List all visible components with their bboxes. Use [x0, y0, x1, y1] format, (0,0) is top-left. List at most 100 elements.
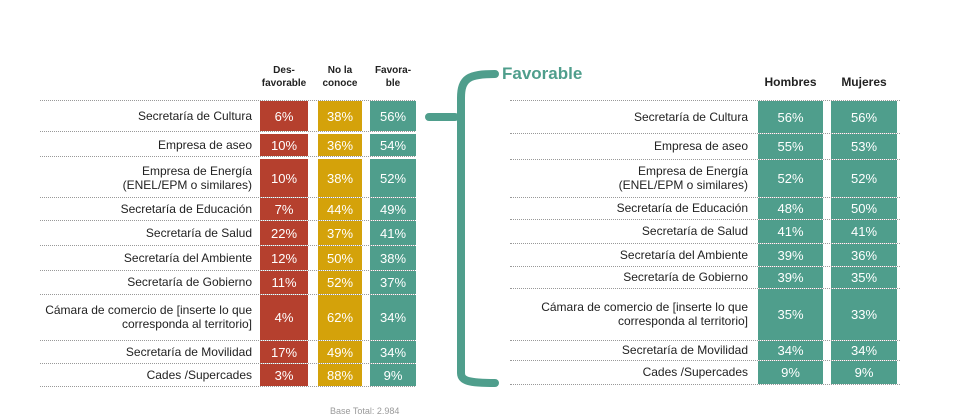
- left-value-cell: 36%: [318, 134, 362, 156]
- left-row-label: Secretaría de Salud: [145, 225, 252, 240]
- right-row-rule: [510, 288, 900, 289]
- right-row-label: Secretaría de Salud: [641, 224, 748, 238]
- left-value-cell: 37%: [370, 271, 416, 294]
- left-value-cell: 34%: [370, 341, 416, 363]
- left-value-cell: 7%: [260, 198, 308, 220]
- left-value-cell: 17%: [260, 341, 308, 363]
- left-value-cell: 52%: [370, 159, 416, 197]
- right-row-rule: [510, 384, 900, 385]
- right-value-cell: 56%: [831, 101, 897, 133]
- left-value-cell: 62%: [318, 295, 362, 340]
- left-row-rule: [40, 220, 415, 221]
- right-value-cell: 56%: [758, 101, 823, 133]
- left-row-label: Secretaría de Movilidad: [125, 344, 252, 359]
- left-value-cell: 38%: [370, 246, 416, 270]
- left-row-rule: [40, 197, 415, 198]
- right-row-label: Secretaría de Movilidad: [621, 343, 748, 357]
- left-value-cell: 41%: [370, 221, 416, 245]
- left-row-rule: [40, 340, 415, 341]
- right-col-header-1: Mujeres: [841, 75, 887, 89]
- right-value-cell: 9%: [758, 361, 823, 384]
- right-row-rule: [510, 266, 900, 267]
- right-value-cell: 50%: [831, 198, 897, 219]
- left-row-label: Empresa de Energía (ENEL/EPM o similares…: [122, 163, 252, 192]
- left-value-cell: 49%: [370, 198, 416, 220]
- left-value-cell: 9%: [370, 364, 416, 386]
- left-row-rule: [40, 131, 415, 132]
- left-value-cell: 22%: [260, 221, 308, 245]
- right-value-cell: 41%: [758, 220, 823, 243]
- right-value-cell: 52%: [758, 160, 823, 197]
- right-value-cell: 53%: [831, 134, 897, 159]
- left-row-rule: [40, 245, 415, 246]
- right-row-rule: [510, 133, 900, 134]
- left-row-rule: [40, 294, 415, 295]
- right-value-cell: 39%: [758, 267, 823, 288]
- right-row-label: Secretaría de Cultura: [633, 109, 748, 124]
- left-value-cell: 52%: [318, 271, 362, 294]
- footnote: Base Total: 2.984: [330, 406, 400, 416]
- left-row-rule: [40, 156, 415, 157]
- right-row-rule: [510, 360, 900, 361]
- right-value-cell: 9%: [831, 361, 897, 384]
- left-value-cell: 49%: [318, 341, 362, 363]
- left-row-label: Secretaría del Ambiente: [123, 250, 252, 265]
- left-col-header-0: Des- favorable: [261, 65, 307, 89]
- right-top-rule: [510, 100, 900, 101]
- right-row-rule: [510, 243, 900, 244]
- right-row-label: Empresa de Energía (ENEL/EPM o similares…: [618, 164, 748, 192]
- left-value-cell: 56%: [370, 101, 416, 131]
- left-row-label: Secretaría de Cultura: [137, 108, 252, 123]
- left-value-cell: 37%: [318, 221, 362, 245]
- right-value-cell: 55%: [758, 134, 823, 159]
- left-row-label: Cámara de comercio de [inserte lo que co…: [45, 303, 252, 331]
- left-row-rule: [40, 363, 415, 364]
- left-value-cell: 50%: [318, 246, 362, 270]
- right-row-label: Secretaría de Educación: [616, 201, 748, 215]
- left-value-cell: 38%: [318, 101, 362, 131]
- left-value-cell: 10%: [260, 134, 308, 156]
- left-row-label: Empresa de aseo: [157, 137, 252, 152]
- right-value-cell: 39%: [758, 244, 823, 266]
- right-value-cell: 52%: [831, 160, 897, 197]
- left-value-cell: 6%: [260, 101, 308, 131]
- left-col-header-2: Favora- ble: [374, 65, 412, 89]
- right-col-header-0: Hombres: [764, 75, 817, 89]
- right-row-label: Cámara de comercio de [inserte lo que co…: [541, 300, 748, 328]
- right-value-cell: 35%: [758, 289, 823, 340]
- right-value-cell: 41%: [831, 220, 897, 243]
- left-value-cell: 38%: [318, 159, 362, 197]
- left-value-cell: 34%: [370, 295, 416, 340]
- right-value-cell: 34%: [831, 341, 897, 360]
- left-row-rule: [40, 270, 415, 271]
- right-row-rule: [510, 219, 900, 220]
- brace-connector: [425, 70, 499, 387]
- right-row-rule: [510, 197, 900, 198]
- right-row-label: Secretaría de Gobierno: [623, 270, 748, 284]
- right-row-rule: [510, 340, 900, 341]
- left-row-rule: [40, 386, 415, 387]
- right-row-rule: [510, 159, 900, 160]
- right-value-cell: 48%: [758, 198, 823, 219]
- left-value-cell: 88%: [318, 364, 362, 386]
- left-top-rule: [40, 100, 415, 101]
- left-row-label: Secretaría de Gobierno: [127, 275, 252, 289]
- left-value-cell: 11%: [260, 271, 308, 294]
- left-col-header-1: No la conoce: [322, 65, 358, 89]
- right-value-cell: 34%: [758, 341, 823, 360]
- favorable-title: Favorable: [502, 64, 583, 83]
- left-value-cell: 4%: [260, 295, 308, 340]
- right-row-label: Secretaría del Ambiente: [619, 247, 748, 262]
- right-value-cell: 35%: [831, 267, 897, 288]
- right-value-cell: 33%: [831, 289, 897, 340]
- left-row-label: Secretaría de Educación: [120, 201, 252, 216]
- left-row-label: Cades /Supercades: [146, 367, 252, 382]
- left-value-cell: 10%: [260, 159, 308, 197]
- right-value-cell: 36%: [831, 244, 897, 266]
- right-row-label: Empresa de aseo: [653, 139, 748, 153]
- left-value-cell: 44%: [318, 198, 362, 220]
- left-value-cell: 54%: [370, 134, 416, 156]
- left-value-cell: 3%: [260, 364, 308, 386]
- right-row-label: Cades /Supercades: [642, 365, 748, 379]
- left-value-cell: 12%: [260, 246, 308, 270]
